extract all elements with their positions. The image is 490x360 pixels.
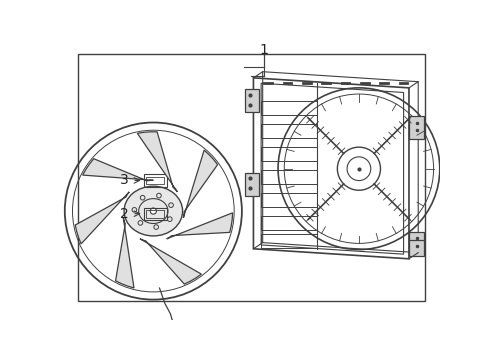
Bar bbox=[261, 216, 317, 230]
Bar bbox=[161, 338, 173, 346]
Bar bbox=[261, 101, 317, 115]
Bar bbox=[144, 174, 167, 186]
Bar bbox=[409, 239, 424, 256]
Polygon shape bbox=[167, 213, 233, 239]
Polygon shape bbox=[140, 239, 201, 284]
Bar bbox=[245, 172, 259, 195]
Bar bbox=[261, 147, 317, 161]
Bar bbox=[261, 234, 317, 248]
Text: 2: 2 bbox=[120, 207, 128, 221]
Circle shape bbox=[150, 208, 156, 214]
Bar bbox=[409, 232, 424, 255]
Bar bbox=[261, 124, 317, 138]
Text: 1: 1 bbox=[260, 43, 269, 57]
Polygon shape bbox=[83, 159, 153, 181]
Bar bbox=[261, 170, 317, 184]
Ellipse shape bbox=[124, 186, 183, 236]
Polygon shape bbox=[137, 132, 177, 192]
Text: 3: 3 bbox=[120, 174, 128, 188]
Bar bbox=[245, 89, 259, 112]
Bar bbox=[261, 193, 317, 207]
Bar bbox=[144, 207, 167, 220]
Bar bbox=[146, 176, 165, 184]
Polygon shape bbox=[116, 218, 134, 288]
Bar bbox=[146, 210, 165, 217]
Polygon shape bbox=[75, 192, 129, 244]
Bar bbox=[409, 116, 424, 139]
Polygon shape bbox=[183, 150, 218, 218]
Bar bbox=[77, 54, 425, 301]
